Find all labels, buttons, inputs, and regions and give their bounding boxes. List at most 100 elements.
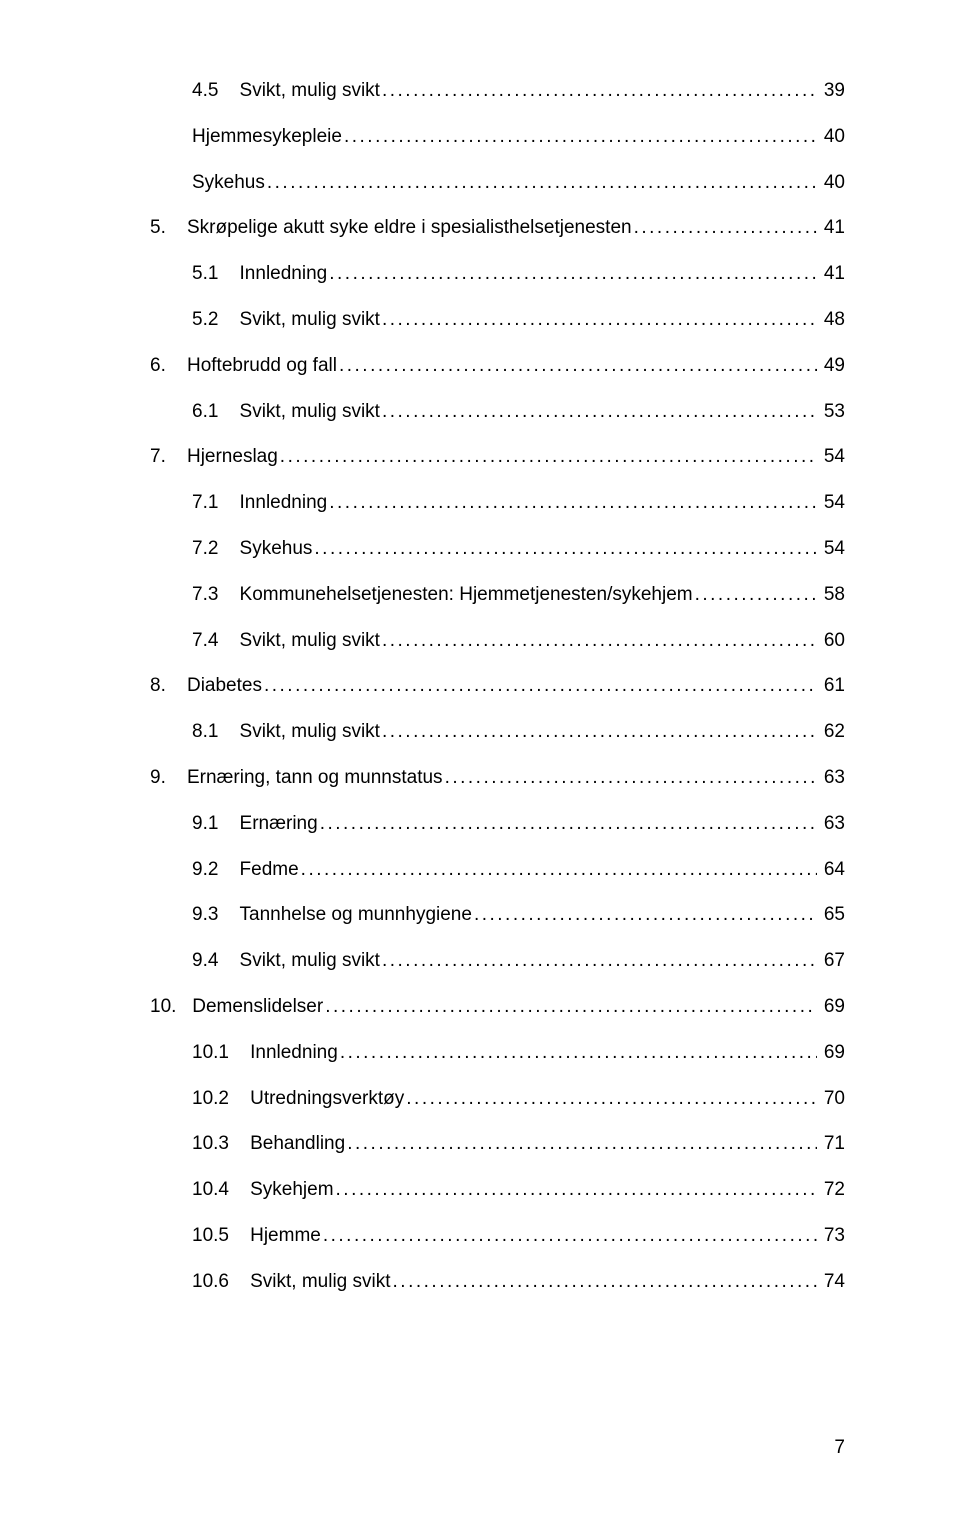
toc-leader [329,263,816,286]
toc-label: Skrøpelige akutt syke eldre i spesialist… [187,217,632,240]
toc-page: 73 [819,1225,845,1248]
toc-label: Utredningsverktøy [250,1088,404,1111]
toc-row: 10.3 Behandling 71 [150,1133,845,1156]
toc-label: Ernæring, tann og munnstatus [187,767,443,790]
toc-leader [445,767,817,790]
toc-label: Sykehus [192,172,265,195]
toc-leader [264,675,817,698]
toc-page: 62 [819,721,845,744]
toc-leader [347,1133,816,1156]
toc-label: Hjemmesykepleie [192,126,342,149]
toc-page: 69 [819,1042,845,1065]
toc-label: Svikt, mulig svikt [240,630,380,653]
toc-row: 5.2 Svikt, mulig svikt 48 [150,309,845,332]
toc-page: 69 [819,996,845,1019]
toc-label: Demenslidelser [192,996,323,1019]
toc-leader [474,904,817,927]
toc-number: 8. [150,675,187,698]
toc-row: 10.2 Utredningsverktøy 70 [150,1088,845,1111]
toc-row: 6.1 Svikt, mulig svikt 53 [150,401,845,424]
toc-row: 9.4 Svikt, mulig svikt 67 [150,950,845,973]
toc-number: 6.1 [192,401,240,424]
toc-number: 9.3 [192,904,240,927]
toc-label: Sykehjem [250,1179,333,1202]
toc-row: 5.1 Innledning 41 [150,263,845,286]
toc-label: Diabetes [187,675,262,698]
toc-page: 74 [819,1271,845,1294]
toc-leader [340,1042,817,1065]
toc-leader [267,172,817,195]
toc-page: 72 [819,1179,845,1202]
toc-label: Svikt, mulig svikt [240,80,380,103]
toc-leader [382,309,817,332]
toc-number: 7.2 [192,538,240,561]
toc-row: 5. Skrøpelige akutt syke eldre i spesial… [150,217,845,240]
toc-leader [325,996,816,1019]
toc-leader [393,1271,817,1294]
toc-number: 10.3 [192,1133,250,1156]
toc-page: 48 [819,309,845,332]
toc-page: 39 [819,80,845,103]
toc-leader [280,446,817,469]
toc-number: 9.4 [192,950,240,973]
toc-row: 10. Demenslidelser 69 [150,996,845,1019]
toc-label: Behandling [250,1133,345,1156]
toc-page: 40 [819,172,845,195]
toc-label: Hoftebrudd og fall [187,355,337,378]
toc-number: 7.3 [192,584,240,607]
toc-page: 53 [819,401,845,424]
toc-number: 9.2 [192,859,240,882]
toc-page: 60 [819,630,845,653]
toc-row: 7.3 Kommunehelsetjenesten: Hjemmetjenest… [150,584,845,607]
toc-leader [323,1225,817,1248]
toc-label: Svikt, mulig svikt [250,1271,390,1294]
toc-page: 65 [819,904,845,927]
toc-page: 64 [819,859,845,882]
toc-row: 8.1 Svikt, mulig svikt 62 [150,721,845,744]
toc-page: 71 [819,1133,845,1156]
toc-label: Svikt, mulig svikt [240,721,380,744]
toc-label: Svikt, mulig svikt [240,401,380,424]
toc-page: 40 [819,126,845,149]
toc-row: 10.5 Hjemme 73 [150,1225,845,1248]
toc-leader [314,538,816,561]
toc-page: 67 [819,950,845,973]
toc-row: 9. Ernæring, tann og munnstatus 63 [150,767,845,790]
toc-leader [329,492,816,515]
toc-page: 54 [819,492,845,515]
toc-row: 10.6 Svikt, mulig svikt 74 [150,1271,845,1294]
toc-leader [382,721,817,744]
toc-page: 41 [819,217,845,240]
toc-row: 9.3 Tannhelse og munnhygiene 65 [150,904,845,927]
toc-number: 5.2 [192,309,240,332]
toc-number: 4.5 [192,80,240,103]
toc-leader [336,1179,817,1202]
toc-label: Tannhelse og munnhygiene [240,904,472,927]
toc-number: 7. [150,446,187,469]
toc-leader [695,584,817,607]
toc-row: 9.1 Ernæring 63 [150,813,845,836]
toc-leader [382,950,817,973]
toc-page: 63 [819,767,845,790]
table-of-contents: 4.5 Svikt, mulig svikt 39 Hjemmesykepleie… [150,80,845,1294]
toc-label: Innledning [240,492,328,515]
toc-row: 7.2 Sykehus 54 [150,538,845,561]
toc-page: 61 [819,675,845,698]
toc-page: 63 [819,813,845,836]
toc-label: Hjemme [250,1225,321,1248]
toc-number: 10.5 [192,1225,250,1248]
toc-number: 9.1 [192,813,240,836]
toc-page: 54 [819,446,845,469]
toc-row: 6. Hoftebrudd og fall 49 [150,355,845,378]
toc-label: Hjerneslag [187,446,278,469]
toc-leader [301,859,817,882]
toc-label: Kommunehelsetjenesten: Hjemmetjenesten/s… [240,584,693,607]
toc-page: 49 [819,355,845,378]
toc-label: Sykehus [240,538,313,561]
toc-number: 5.1 [192,263,240,286]
toc-number: 7.1 [192,492,240,515]
toc-page: 58 [819,584,845,607]
toc-number: 8.1 [192,721,240,744]
toc-row: 10.1 Innledning 69 [150,1042,845,1065]
toc-row: 7.4 Svikt, mulig svikt 60 [150,630,845,653]
